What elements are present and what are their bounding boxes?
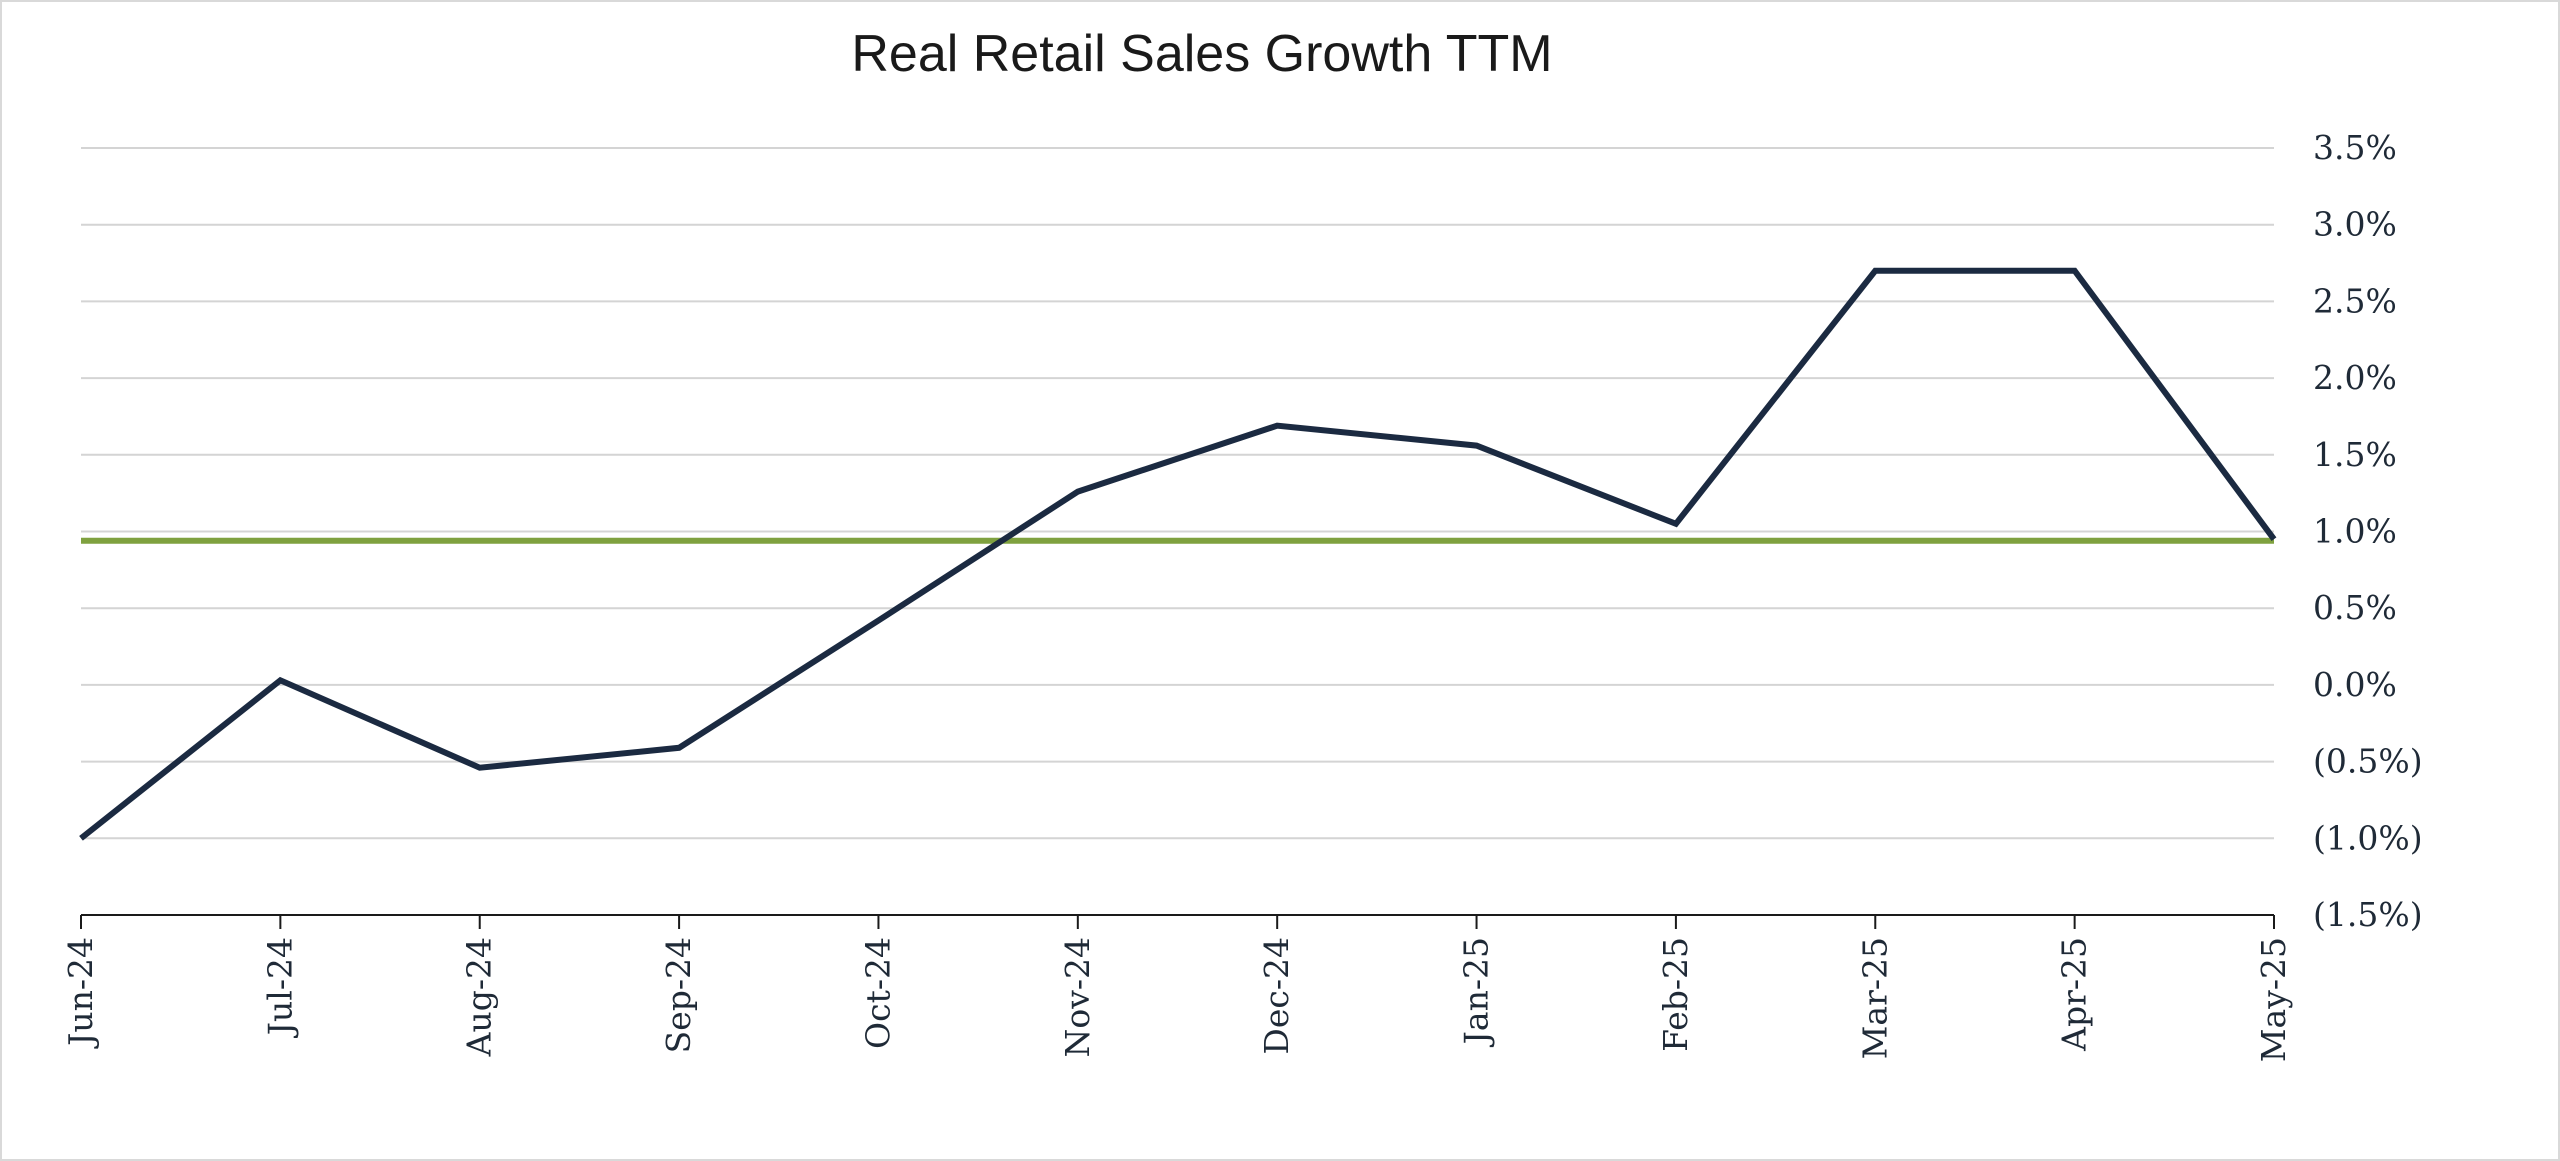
y-tick-label: 1.0% [2313, 512, 2397, 551]
series-line [79, 267, 2277, 841]
x-tick-label: Aug-24 [460, 937, 499, 1057]
y-tick-label: 3.5% [2313, 128, 2397, 167]
x-tick-label: Mar-25 [1855, 937, 1894, 1059]
x-tick-label: Sep-24 [659, 937, 698, 1053]
y-tick-label: 1.5% [2313, 435, 2397, 474]
x-tick-label: May-25 [2254, 937, 2293, 1062]
x-tick-label: Jun-24 [61, 937, 100, 1049]
y-tick-label: (1.0%) [2313, 818, 2423, 857]
chart-title: Real Retail Sales Growth TTM [851, 25, 1553, 83]
y-tick-label: (1.5%) [2313, 895, 2423, 934]
y-tick-label: 0.0% [2313, 665, 2397, 704]
y-tick-label: 0.5% [2313, 588, 2397, 627]
gridlines [81, 147, 2274, 840]
x-tick-label: Jul-24 [260, 937, 299, 1038]
y-tick-label: 2.5% [2313, 281, 2397, 320]
x-tick-label: Feb-25 [1656, 937, 1695, 1052]
series-group [79, 267, 2277, 841]
y-tick-label: 3.0% [2313, 205, 2397, 244]
x-tick-label: Nov-24 [1058, 937, 1097, 1058]
y-tick-label: 2.0% [2313, 358, 2397, 397]
x-tick-label: Jan-25 [1457, 937, 1496, 1047]
y-axis-ticks: 3.5% 3.0% 2.5% 2.0% 1.5% 1.0% 0.5% 0.0% (0.5%) (1… [2313, 128, 2423, 934]
x-axis: Jun-24 Jul-24 Aug-24 Sep-24 Oct-24 Nov-24 Dec-… [61, 914, 2293, 1062]
x-tick-label: Oct-24 [858, 937, 897, 1049]
y-tick-label: (0.5%) [2313, 742, 2423, 781]
x-tick-label: Dec-24 [1257, 937, 1296, 1055]
x-tick-label: Apr-25 [2055, 937, 2094, 1052]
